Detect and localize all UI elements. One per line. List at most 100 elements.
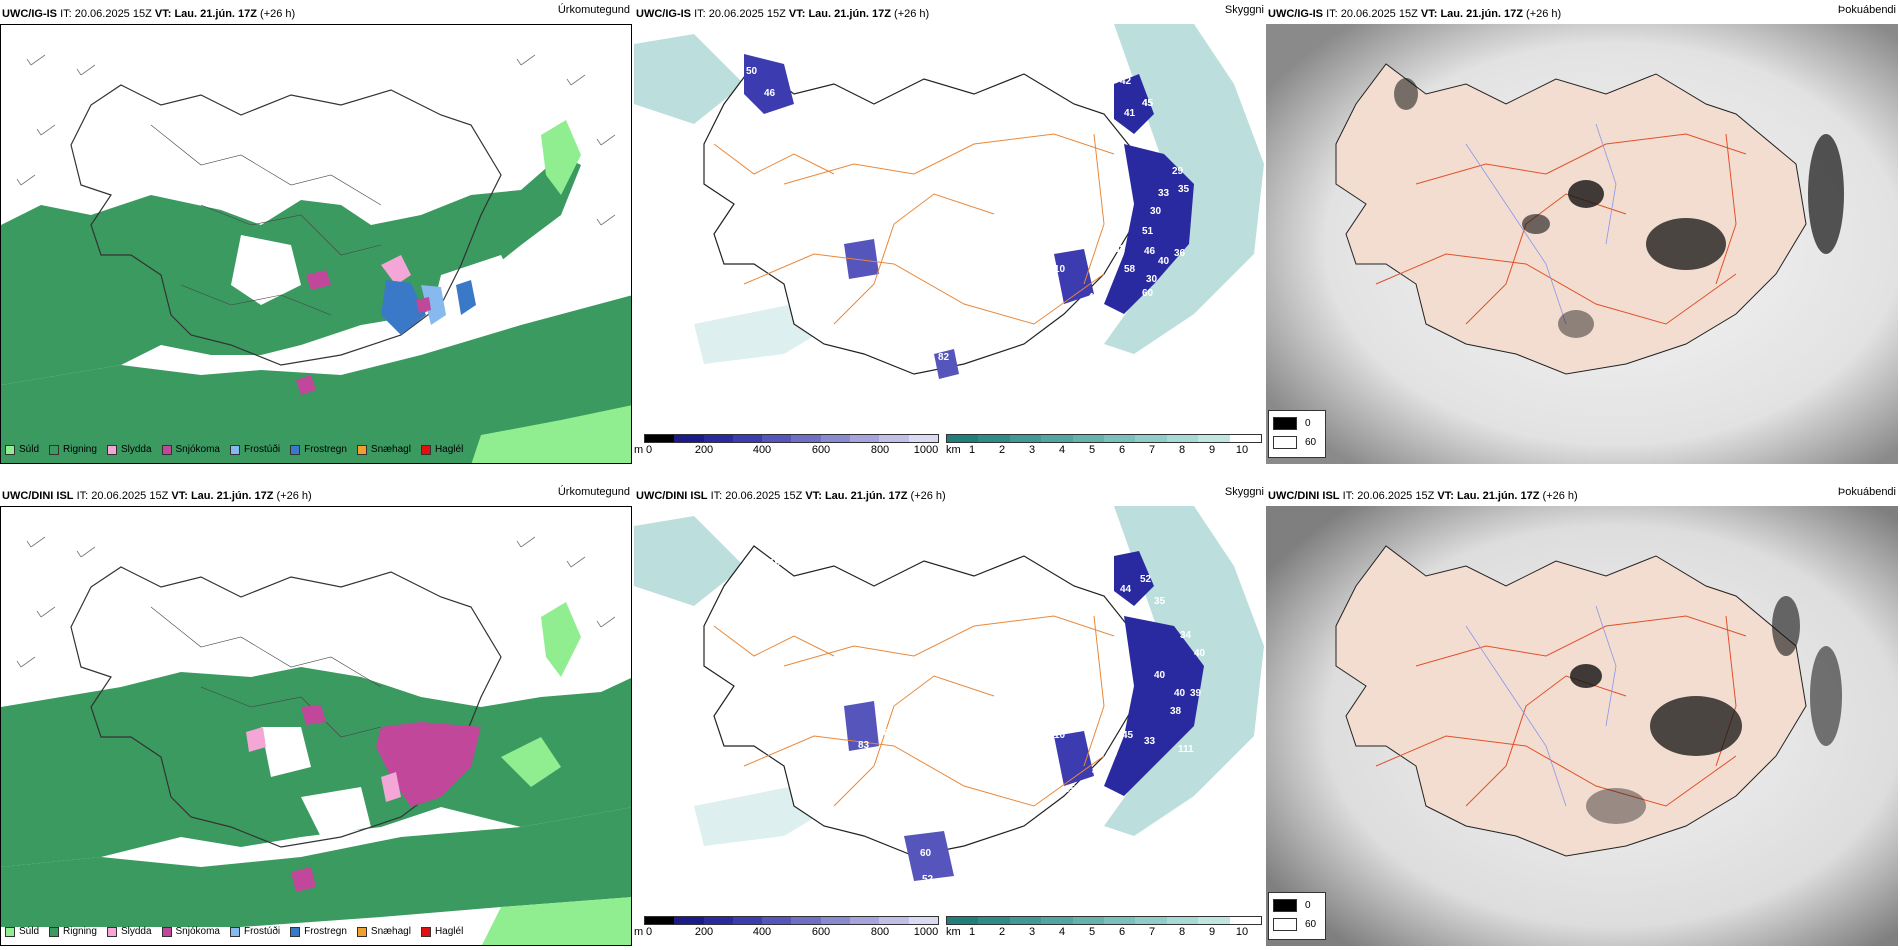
colorbar-tick: 10 [1235,444,1249,456]
low-ceiling-zone [1104,616,1204,796]
it-label: IT: [76,490,89,502]
colorbar-tick: 7 [1148,444,1156,456]
low-ceiling-zone [1054,249,1094,304]
colorbar-tick: 800 [870,444,890,456]
vis-label: 181 [1014,732,1031,743]
vis-label: 125 [734,528,751,539]
vis-label: 20 [946,714,958,725]
visibility-value-labels: 125 70 119 52 44 35 34 40 40 40 39 38 11… [734,528,1206,885]
colorbar-tick: 3 [1028,926,1036,938]
vis-label: 45 [1122,730,1134,741]
lead-time: (+26 h) [894,8,930,20]
colorbar-tick: 200 [694,926,714,938]
vis-label: 82 [938,352,950,363]
drizzle-field [482,897,631,945]
vis-label: 39 [1190,688,1202,699]
fog-panel-row1: UWC/IG-IS IT: 20.06.2025 15Z VT: Lau. 21… [1266,0,1898,464]
precip-map: Súld Rigning Slydda Snjókoma Frostúði Fr… [0,24,632,464]
vt-label: VT: [805,490,822,502]
visibility-colorbar: km 1 2 3 4 5 6 7 8 9 10 [946,434,1264,458]
visibility-panel-row1: UWC/IG-IS IT: 20.06.2025 15Z VT: Lau. 21… [634,0,1266,464]
drizzle-field [541,602,581,677]
vt-value: Lau. 21.jún. 17Z [1440,8,1523,20]
model-name: UWC/IG-IS [2,8,57,20]
precip-legend: Súld Rigning Slydda Snjókoma Frostúði Fr… [5,926,463,937]
vis-label: 42 [1120,76,1132,87]
legend-item-rain: Rigning [49,926,97,937]
swatch [5,926,15,937]
low-ceiling-zone [934,349,959,379]
legend-item-snow: Snjókoma [161,926,220,937]
vis-label: 33 [1158,188,1170,199]
panel-header: UWC/DINI ISL IT: 20.06.2025 15Z VT: Lau.… [0,484,632,508]
it-label: IT: [1326,8,1338,20]
legend-item-snow-pellets: Snæhagl [356,926,411,937]
vis-label: 46 [1092,766,1104,777]
panel-title: Skyggni [1224,4,1264,16]
swatch [161,444,172,455]
colorbar-tick: 10 [1235,926,1249,938]
vis-label: 40 [1194,648,1206,659]
colorbar-strip [644,434,939,443]
low-ceiling-zone [1054,731,1094,786]
swatch [290,444,301,455]
vis-label: 82 [978,818,990,829]
vis-label: 46 [1144,246,1156,257]
colorbar-tick: 5 [1088,444,1096,456]
colorbar-strip [946,916,1262,925]
vis-label: 40 [1158,256,1170,267]
colorbar-tick: 8 [1178,444,1186,456]
precip-map: Súld Rigning Slydda Snjókoma Frostúði Fr… [0,506,632,946]
colorbar-tick: 8 [1178,926,1186,938]
vis-label: 46 [764,88,776,99]
colorbar-tick: 3 [1028,444,1036,456]
vis-label: 119 [764,558,781,569]
fog-legend-item: 60 [1273,436,1321,449]
vis-label: 66 [878,728,890,739]
colorbar-tick: 4 [1058,926,1066,938]
vis-label: 70 [882,272,894,283]
vis-label: 111 [1178,744,1194,755]
visibility-colorbar: km 1 2 3 4 5 6 7 8 9 10 [946,916,1264,940]
colorbar-tick: 400 [752,926,772,938]
colorbar-tick: 9 [1208,926,1216,938]
model-name: UWC/DINI ISL [1268,490,1340,502]
colorbar-tick: 2 [998,926,1006,938]
colorbar-tick: 6 [1118,926,1126,938]
swatch [290,926,301,937]
swatch [420,926,431,937]
rain-field [1,295,631,463]
colorbar-tick: 200 [694,444,714,456]
low-ceiling-zone [744,54,794,114]
fog-legend: 0 60 [1268,410,1326,458]
fog-dense-areas [1394,78,1844,338]
it-label: IT: [1342,490,1355,502]
swatch [106,926,117,937]
lead-time: (+26 h) [260,8,296,20]
panel-title: Úrkomutegund [557,486,630,498]
colorbar-tick: 400 [752,444,772,456]
visibility-map: 50 45 46 33 42 45 41 29 33 35 30 51 46 4… [634,24,1266,464]
vt-label: VT: [171,490,188,502]
legend-item-snow-pellets: Snæhagl [356,444,411,455]
vis-label: 30 [1146,274,1158,285]
fog-legend-item: 60 [1273,918,1321,931]
low-ceiling-zone [844,701,879,751]
swatch [106,444,117,455]
vis-label: 10 [1054,264,1066,275]
panel-header: UWC/IG-IS IT: 20.06.2025 15Z VT: Lau. 21… [0,2,632,26]
colorbar-tick: 0 [645,926,653,938]
legend-item-drizzle: Súld [5,926,39,937]
fog-legend-item: 0 [1273,417,1321,430]
swatch [229,444,240,455]
vis-label: 67 [832,226,844,237]
ceiling-colorbar: m 0 200 400 600 800 1000 [634,434,944,458]
model-name: UWC/DINI ISL [2,490,74,502]
it-label: IT: [710,490,723,502]
it-value: 20.06.2025 15Z [91,490,169,502]
drizzle-field [471,405,631,463]
it-value: 20.06.2025 15Z [708,8,786,20]
drizzle-field [541,120,581,195]
lead-time: (+26 h) [276,490,312,502]
vt-value: Lau. 21.jún. 17Z [174,8,257,20]
